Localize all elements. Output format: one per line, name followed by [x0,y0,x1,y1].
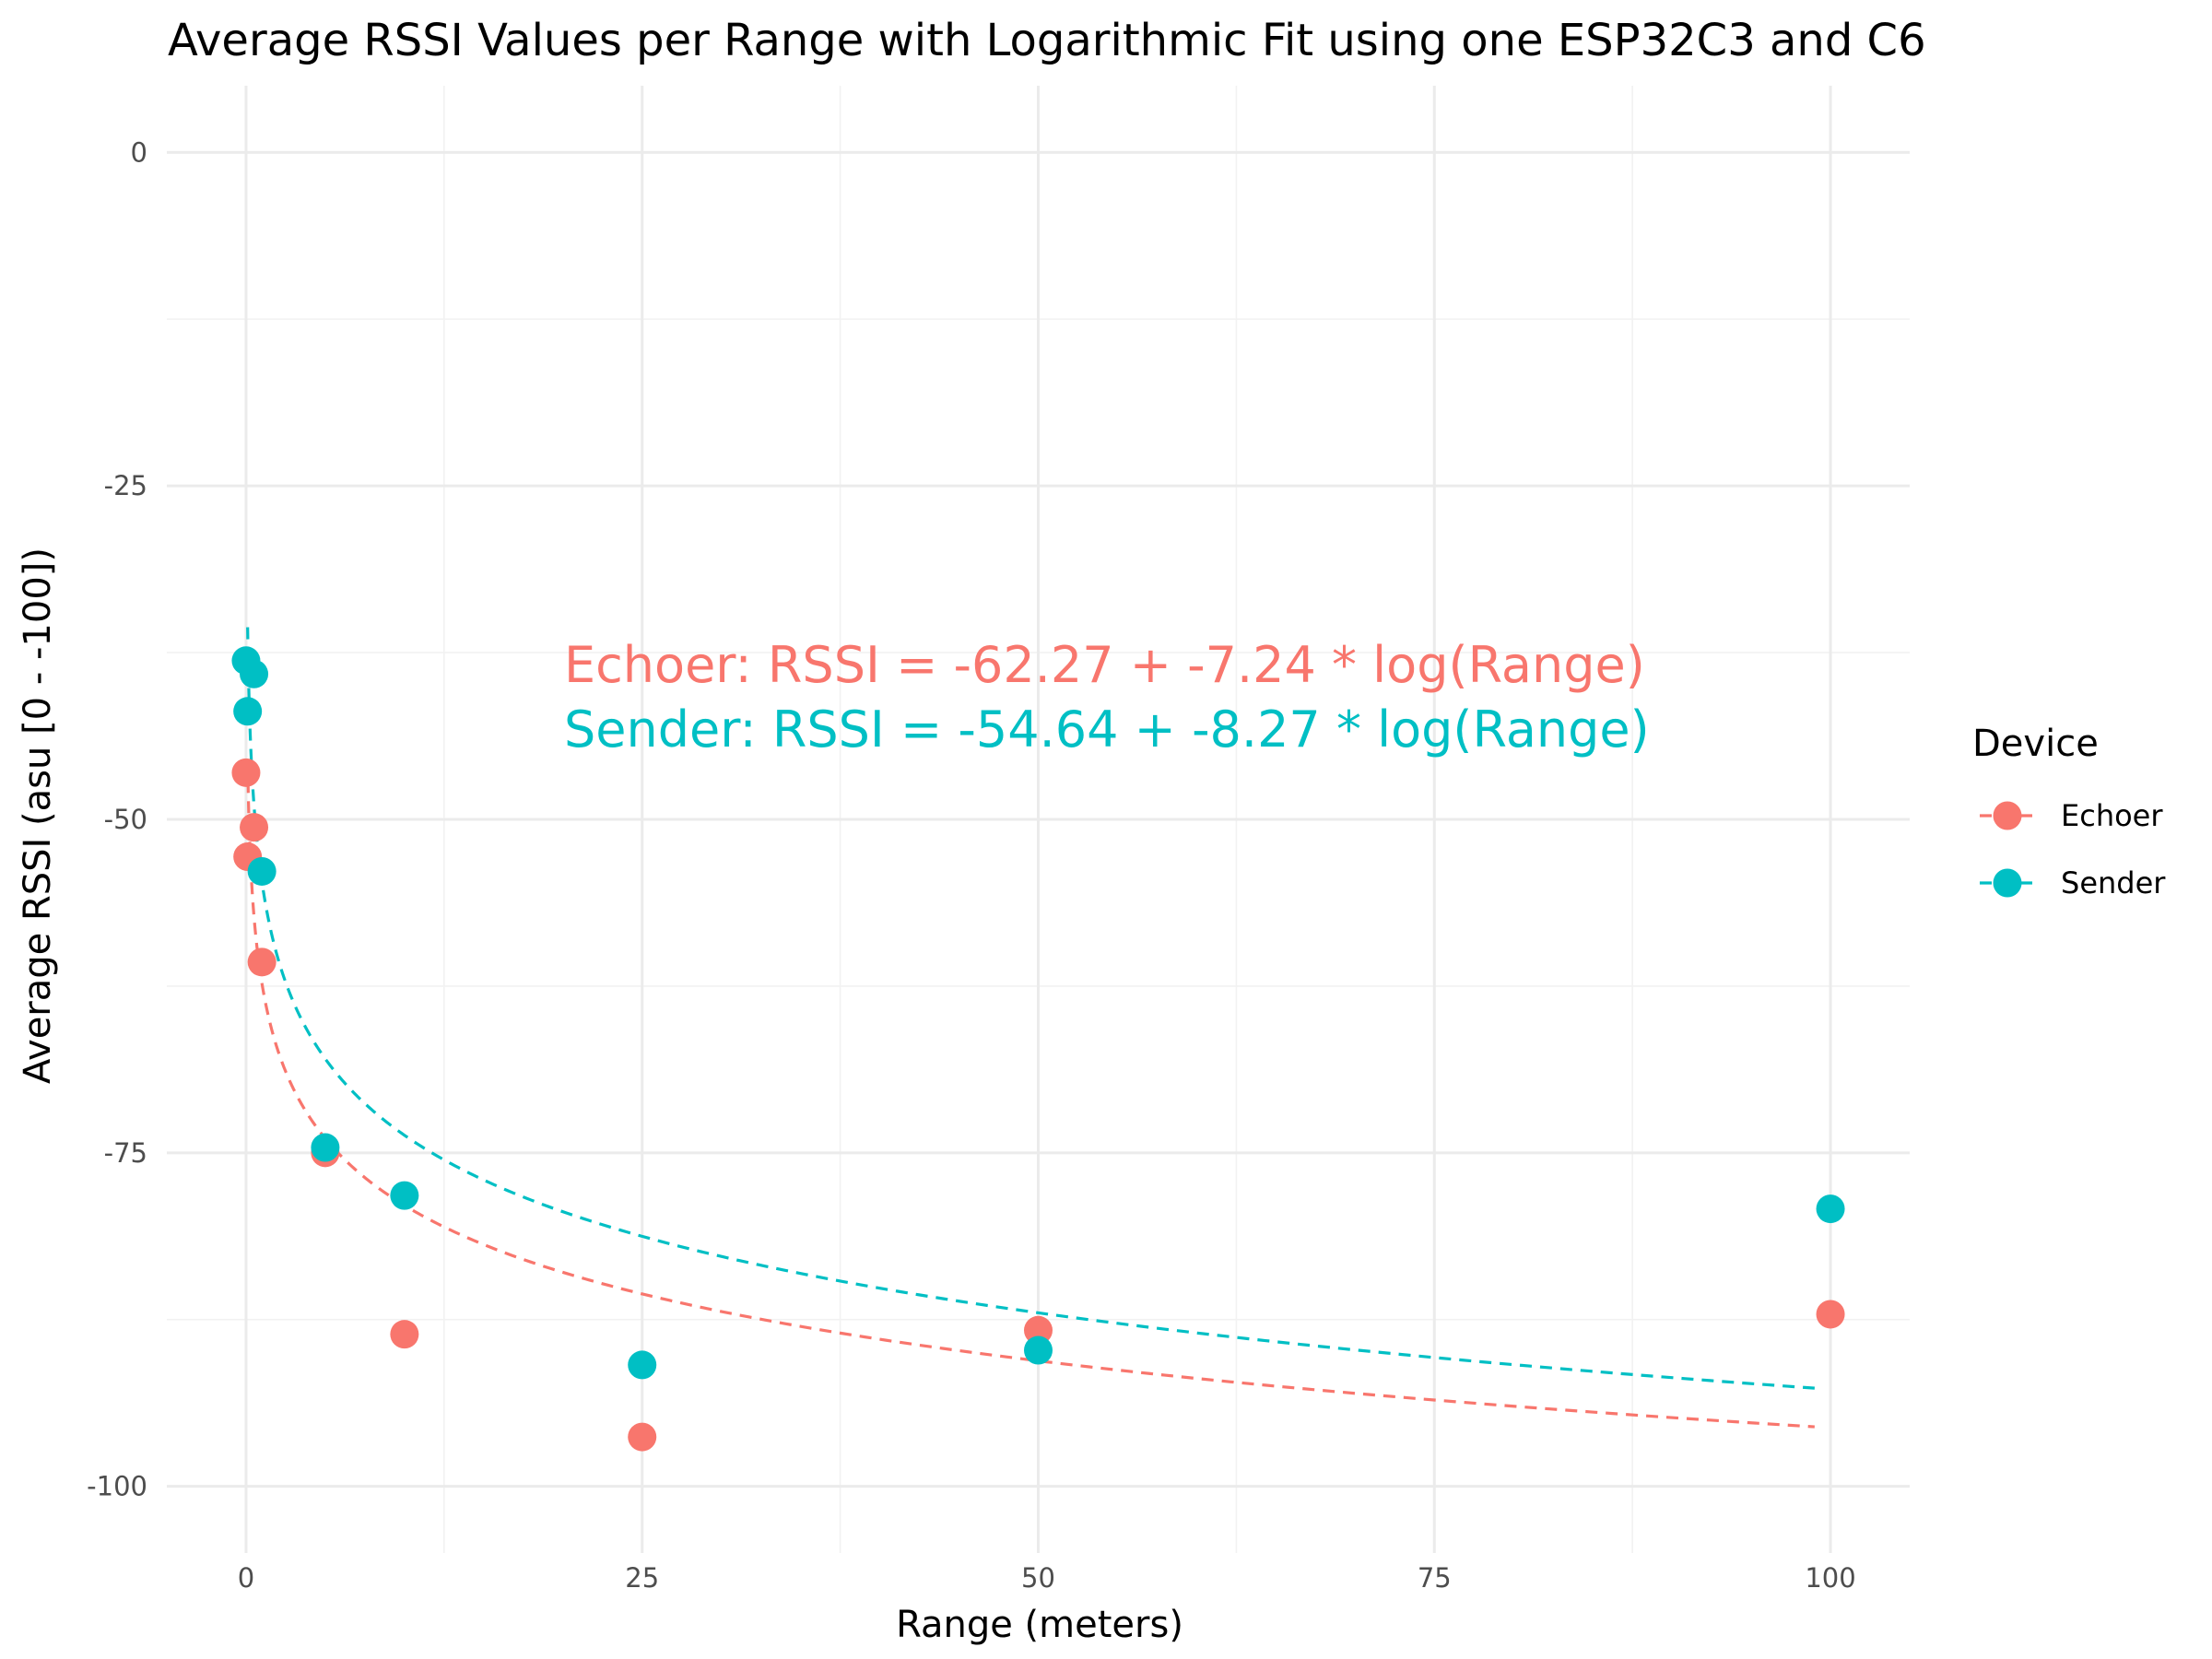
sender-point [628,1350,657,1380]
data-points [231,646,1845,1452]
legend-item-sender: Sender [1980,865,2166,900]
echoer-fit-equation: Echoer: RSSI = -62.27 + -7.24 * log(Rang… [564,636,1645,694]
y-axis-title: Average RSSI (asu [0 - -100]) [17,547,59,1084]
echoer-point [628,1422,657,1452]
sender-fit-line [246,627,1815,1390]
legend: Device Echoer Sender [1972,723,2166,900]
echoer-point [240,813,269,842]
sender-point [390,1181,419,1210]
y-tick-label: 0 [131,136,147,168]
legend-item-echoer: Echoer [1980,798,2163,833]
sender-point [247,856,276,886]
legend-key-echoer [1993,801,2022,830]
sender-point [1816,1194,1845,1224]
echoer-point [390,1320,419,1349]
sender-point [233,697,263,726]
legend-label-echoer: Echoer [2061,798,2163,833]
x-axis-title: Range (meters) [896,1604,1183,1646]
echoer-point [247,947,276,977]
y-tick-labels: 0 -25 -50 -75 -100 [87,136,147,1501]
legend-items: Echoer Sender [1980,798,2166,900]
x-tick-label: 25 [625,1562,659,1594]
sender-point [1024,1335,1053,1365]
x-tick-label: 75 [1418,1562,1452,1594]
y-tick-label: -75 [104,1137,147,1169]
x-tick-labels: 0 25 50 75 100 [238,1562,1856,1594]
x-tick-label: 0 [238,1562,254,1594]
y-tick-label: -100 [87,1471,147,1502]
legend-title: Device [1972,723,2099,765]
legend-label-sender: Sender [2061,865,2166,900]
sender-point [311,1133,340,1162]
echoer-point [1816,1300,1845,1329]
x-tick-label: 100 [1805,1562,1855,1594]
y-tick-label: -25 [104,470,147,501]
chart-title: Average RSSI Values per Range with Logar… [168,15,1926,66]
sender-point [240,659,269,688]
echoer-point [1024,1315,1053,1345]
echoer-point [231,758,261,787]
sender-fit-equation: Sender: RSSI = -54.64 + -8.27 * log(Rang… [564,700,1650,759]
legend-key-sender [1993,868,2022,898]
y-tick-label: -50 [104,804,147,835]
x-tick-label: 50 [1021,1562,1055,1594]
